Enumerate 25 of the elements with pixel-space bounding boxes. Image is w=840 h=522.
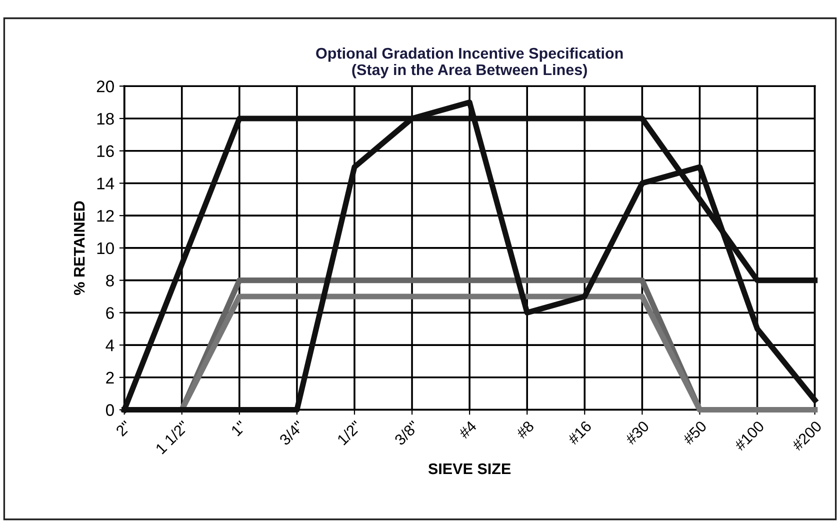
- x-tick-label: #8: [515, 420, 535, 440]
- x-tick-label: 2": [115, 420, 132, 437]
- y-tick-label: 18: [97, 112, 114, 125]
- y-tick-label: 20: [96, 80, 114, 92]
- x-tick-label: #50: [682, 420, 708, 446]
- y-tick-label: 14: [97, 178, 114, 190]
- y-tick-label: 8: [106, 274, 114, 287]
- x-tick-label: #16: [566, 420, 592, 446]
- y-tick-label: 10: [97, 242, 114, 254]
- y-tick-label: 16: [97, 145, 114, 158]
- y-tick-label: 2: [106, 372, 114, 384]
- y-axis-title: % RETAINED: [74, 201, 85, 295]
- x-tick-label: #30: [624, 420, 650, 446]
- y-tick-label: 0: [106, 404, 114, 416]
- y-tick-label: 6: [106, 307, 114, 319]
- x-tick-label: 1/2": [336, 420, 362, 446]
- x-tick-label: 3/8": [394, 420, 420, 446]
- x-tick-label: #4: [458, 420, 478, 440]
- x-axis-title: SIEVE SIZE: [428, 463, 511, 474]
- y-tick-label: 12: [97, 210, 114, 222]
- x-tick-label: 3/4": [278, 420, 304, 446]
- x-tick-label: 1": [230, 420, 247, 436]
- chart-title: Optional Gradation Incentive Specification (Stay in the Area Between Lines): [316, 47, 623, 78]
- y-tick-label: 4: [106, 340, 114, 352]
- x-tick-label: 1 1/2": [154, 420, 190, 454]
